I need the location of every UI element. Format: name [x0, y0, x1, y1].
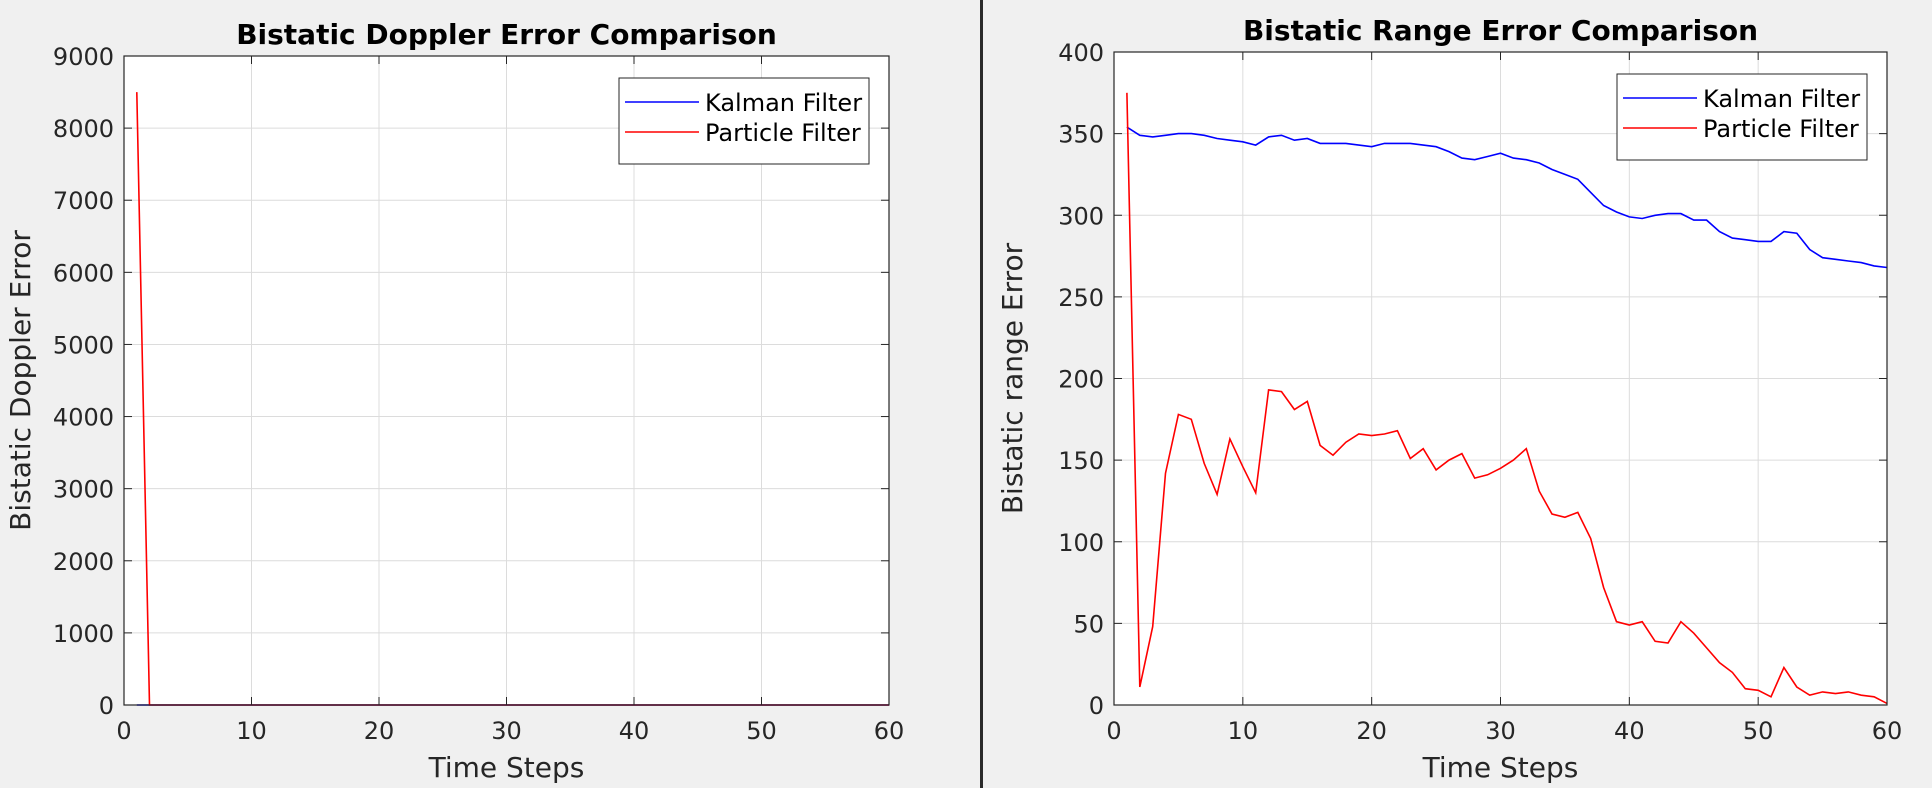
x-tick-label: 60	[1872, 717, 1903, 745]
x-tick-label: 0	[116, 717, 131, 745]
x-tick-label: 40	[619, 717, 650, 745]
x-tick-label: 20	[364, 717, 395, 745]
x-tick-label: 20	[1356, 717, 1387, 745]
legend-entry: Kalman Filter	[1703, 85, 1860, 113]
chart-title: Bistatic Range Error Comparison	[1243, 14, 1758, 47]
range-error-figure: 0 10 20 30 40 50 60 0 50 100 150 200 250 300 350 400 Bis…	[982, 0, 1932, 788]
legend-box	[618, 77, 870, 165]
range-error-chart: 0 10 20 30 40 50 60 0 50 100 150 200 250 300 350 400 Bis…	[996, 14, 1903, 784]
y-tick-label: 400	[1058, 39, 1104, 67]
x-tick-label: 60	[874, 717, 905, 745]
x-tick-label: 30	[491, 717, 522, 745]
figure-divider	[980, 0, 983, 788]
series-line-kalman-filter	[1126, 126, 1888, 269]
doppler-error-chart: 0 10 20 30 40 50 60 0 1000 2000 3000 4000 5000 6000 70…	[4, 18, 905, 784]
y-tick-label: 300	[1058, 202, 1104, 230]
x-tick-label: 10	[1228, 717, 1259, 745]
x-axis-label: Time Steps	[428, 751, 585, 784]
chart-title: Bistatic Doppler Error Comparison	[236, 18, 777, 51]
x-tick-label: 0	[1106, 717, 1121, 745]
y-tick-label: 350	[1058, 121, 1104, 149]
y-tick-label: 50	[1073, 610, 1104, 638]
y-tick-label: 6000	[53, 259, 114, 287]
x-tick-label: 50	[746, 717, 777, 745]
doppler-error-figure: 0 10 20 30 40 50 60 0 1000 2000 3000 4000 5000 6000 70…	[4, 18, 905, 784]
y-tick-label: 200	[1058, 366, 1104, 394]
y-tick-label: 4000	[53, 404, 114, 432]
x-tick-label: 40	[1614, 717, 1645, 745]
y-tick-label: 3000	[53, 476, 114, 504]
series-line-particle-filter	[1126, 92, 1888, 705]
y-axis-label: Bistatic Doppler Error	[4, 230, 37, 531]
y-tick-label: 8000	[53, 115, 114, 143]
y-tick-label: 7000	[53, 187, 114, 215]
x-axis-label: Time Steps	[1422, 751, 1579, 784]
y-tick-label: 2000	[53, 548, 114, 576]
legend-entry: Particle Filter	[1703, 115, 1859, 143]
y-tick-label: 9000	[53, 43, 114, 71]
legend-box	[1616, 73, 1868, 161]
y-tick-label: 0	[99, 692, 114, 720]
x-tick-label: 30	[1485, 717, 1516, 745]
x-tick-label: 10	[236, 717, 267, 745]
legend-entry: Kalman Filter	[705, 89, 862, 117]
y-tick-label: 100	[1058, 529, 1104, 557]
y-tick-label: 5000	[53, 331, 114, 359]
y-axis-label: Bistatic range Error	[996, 242, 1029, 514]
y-tick-label: 1000	[53, 620, 114, 648]
x-tick-label: 50	[1743, 717, 1774, 745]
y-tick-label: 150	[1058, 447, 1104, 475]
y-tick-label: 250	[1058, 284, 1104, 312]
legend-entry: Particle Filter	[705, 119, 861, 147]
y-tick-label: 0	[1089, 692, 1104, 720]
